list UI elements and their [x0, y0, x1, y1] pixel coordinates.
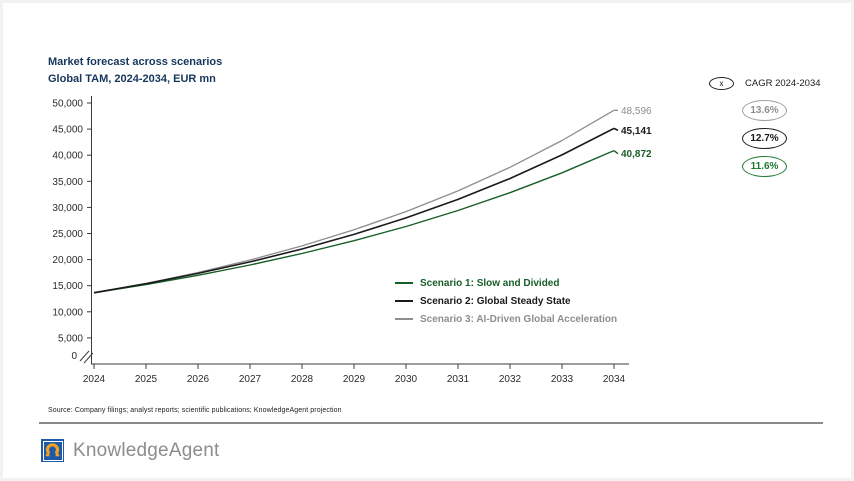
y-tick-label: 30,000	[52, 203, 83, 214]
cagr-label: CAGR 2024-2034	[745, 78, 821, 89]
y-tick-label: 50,000	[52, 99, 83, 110]
cagr-badge: 13.6%	[742, 100, 787, 121]
knowledgeagent-logo-icon	[41, 439, 64, 462]
multiplier-symbol: x	[719, 78, 724, 88]
end-label-leader	[613, 150, 619, 155]
logo-omega-icon	[45, 443, 60, 457]
line-chart: 0 5,000 10,000 15,000 20,000 25,000 30,000 35,0…	[52, 96, 652, 385]
y-tick-label: 20,000	[52, 255, 83, 266]
multiplier-oval-icon: x	[709, 77, 734, 90]
chart-title: Market forecast across scenarios Global …	[48, 54, 222, 88]
legend-line-swatch	[395, 281, 413, 285]
y-tick-label: 35,000	[52, 177, 83, 188]
legend-label: Scenario 2: Global Steady State	[420, 295, 571, 307]
series-line-scenario-3	[93, 109, 615, 294]
legend-item: Scenario 3: AI-Driven Global Acceleratio…	[395, 310, 617, 328]
x-tick-label: 2026	[187, 374, 210, 385]
y-tick-label: 10,000	[52, 307, 83, 318]
chart-title-line1: Market forecast across scenarios	[48, 56, 223, 68]
x-tick-label: 2029	[343, 374, 366, 385]
brand-name: KnowledgeAgent	[73, 439, 220, 461]
end-label-leader	[613, 127, 619, 132]
series-end-value: 40,872	[621, 149, 652, 160]
axis-break-icon	[79, 350, 90, 362]
y-tick-label: 25,000	[52, 229, 83, 240]
chart-legend: Scenario 1: Slow and Divided Scenario 2: …	[395, 274, 617, 328]
source-note: Source: Company filings; analyst reports…	[48, 407, 342, 414]
legend-line-swatch	[395, 299, 413, 303]
legend-line-swatch	[395, 317, 413, 321]
chart-title-line2: Global TAM, 2024-2034, EUR mn	[48, 73, 216, 85]
y-tick-label: 40,000	[52, 151, 83, 162]
series-end-value: 45,141	[621, 126, 652, 137]
footer-divider	[39, 422, 823, 424]
legend-item: Scenario 2: Global Steady State	[395, 292, 617, 310]
logo-frame	[42, 440, 63, 461]
y-tick-label: 45,000	[52, 125, 83, 136]
x-tick-label: 2028	[291, 374, 314, 385]
x-tick-label: 2033	[551, 374, 574, 385]
axis-break-icon	[83, 352, 94, 364]
cagr-badges: 13.6% 12.7% 11.6%	[742, 100, 787, 184]
x-tick-label: 2024	[83, 374, 106, 385]
y-tick-label: 15,000	[52, 281, 83, 292]
legend-label: Scenario 1: Slow and Divided	[420, 277, 560, 289]
series-line-scenario-1	[93, 149, 615, 294]
y-tick-label: 5,000	[58, 333, 83, 344]
x-tick-label: 2027	[239, 374, 262, 385]
x-tick-label: 2030	[395, 374, 418, 385]
x-tick-label: 2034	[603, 374, 626, 385]
x-tick-label: 2032	[499, 374, 522, 385]
y-tick-label: 0	[71, 351, 77, 362]
brand-logo: KnowledgeAgent	[41, 439, 219, 462]
x-tick-label: 2031	[447, 374, 470, 385]
series-line-scenario-2	[93, 127, 615, 294]
series-end-value: 48,596	[621, 106, 652, 117]
legend-item: Scenario 1: Slow and Divided	[395, 274, 617, 292]
x-tick-label: 2025	[135, 374, 158, 385]
cagr-badge: 11.6%	[742, 156, 787, 177]
cagr-legend-header: x CAGR 2024-2034	[709, 77, 821, 90]
cagr-badge: 12.7%	[742, 128, 787, 149]
legend-label: Scenario 3: AI-Driven Global Acceleratio…	[420, 313, 618, 325]
